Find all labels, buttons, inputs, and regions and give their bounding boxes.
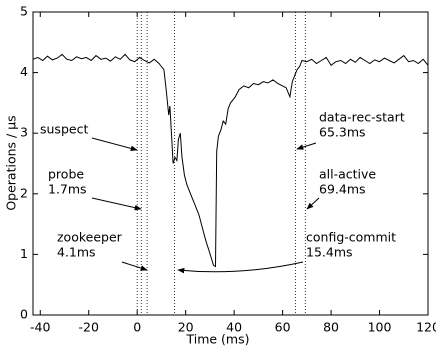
annotation-label: probe [48, 167, 84, 182]
x-axis-label: Time (ms) [185, 332, 249, 347]
y-tick-label: 2 [20, 185, 28, 200]
annotation-arrow [121, 261, 148, 271]
y-tick-label: 3 [20, 125, 28, 140]
annotation-time: 4.1ms [57, 245, 96, 260]
x-tick-label: 20 [178, 320, 194, 335]
y-tick-label: 1 [20, 246, 28, 261]
annotation-arrow [177, 261, 304, 274]
x-tick-label: 60 [275, 320, 291, 335]
y-tick-label: 0 [20, 307, 28, 322]
annotation-label: config-commit [306, 230, 396, 245]
annotation-time: 15.4ms [306, 245, 353, 260]
annotation-label: all-active [319, 167, 376, 182]
x-tick-label: 100 [368, 320, 392, 335]
x-tick-label: 80 [323, 320, 339, 335]
x-tick-label: 0 [133, 320, 141, 335]
y-tick-label: 5 [20, 4, 28, 19]
annotation-label: zookeeper [57, 230, 123, 245]
annotation-time: 1.7ms [48, 182, 87, 197]
annotation-label: suspect [40, 122, 88, 137]
y-tick-label: 4 [20, 64, 28, 79]
annotation-arrow [306, 197, 320, 210]
annotation-label: data-rec-start [319, 110, 405, 125]
plot-frame [32, 11, 429, 316]
annotation-time: 65.3ms [319, 125, 366, 140]
x-tick-label: 40 [226, 320, 242, 335]
annotation-arrow [296, 142, 317, 150]
data-line [32, 53, 429, 268]
x-tick-label: -20 [79, 320, 99, 335]
x-tick-label: 120 [416, 320, 436, 335]
x-tick-label: -40 [30, 320, 50, 335]
annotation-arrow [91, 137, 138, 152]
y-axis-label: Operations / μs [4, 115, 19, 210]
annotation-arrow [91, 197, 142, 211]
annotation-time: 69.4ms [319, 182, 366, 197]
